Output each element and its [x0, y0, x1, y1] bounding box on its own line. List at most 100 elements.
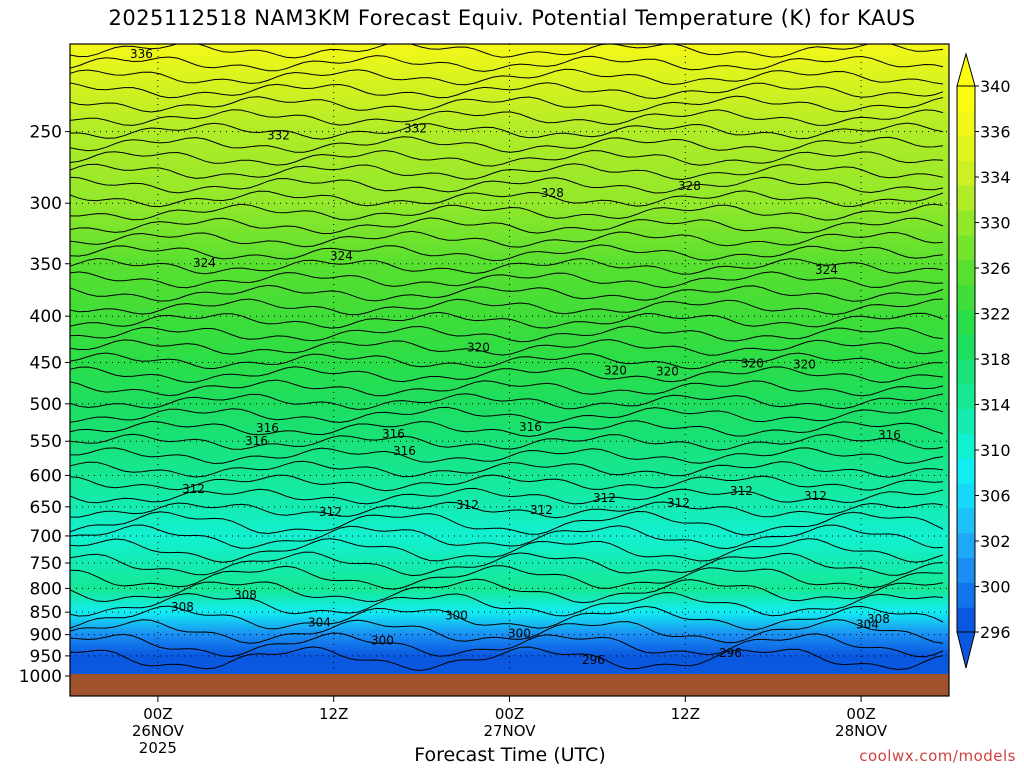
contour-line: [70, 352, 944, 370]
contour-line: [70, 393, 944, 411]
colorbar-bin: [957, 458, 975, 484]
colorbar-bin: [957, 135, 975, 161]
contour-label: 308: [234, 588, 257, 602]
y-tick-label: 650: [30, 498, 62, 518]
contour-label: 308: [867, 612, 890, 626]
contour-label: 332: [404, 122, 427, 136]
colorbar-bin: [957, 359, 975, 385]
y-tick-label: 350: [30, 255, 62, 275]
contour-line: [70, 44, 944, 59]
contour-line: [70, 406, 944, 424]
grid-lines: [70, 44, 949, 676]
y-tick-label: 800: [30, 579, 62, 599]
y-tick-label: 900: [30, 626, 62, 646]
contour-line: [70, 176, 944, 194]
colorbar-bin: [957, 433, 975, 459]
contour-label: 320: [467, 340, 490, 354]
contour-line: [70, 366, 944, 383]
contour-line: [70, 433, 944, 451]
contour-line: [70, 298, 944, 316]
contour-label: 320: [793, 357, 816, 371]
contour-line: [70, 646, 944, 672]
contour-label: 308: [171, 600, 194, 614]
y-tick-label: 1000: [19, 667, 62, 687]
contour-line: [70, 487, 944, 505]
contour-line: [70, 510, 944, 536]
y-axis: 250 300 350 400 450 500 550 600 650 700 750 800 850 9…: [19, 123, 70, 687]
contour-label: 312: [593, 491, 616, 505]
contour-line: [70, 244, 944, 262]
chart-title: 2025112518 NAM3KM Forecast Equiv. Potent…: [108, 6, 916, 30]
contour-line: [70, 311, 944, 329]
colorbar-tick-label: 318: [980, 350, 1011, 369]
x-tick-label: 26NOV: [132, 722, 185, 740]
contour-line: [70, 551, 944, 577]
contour-label: 316: [878, 428, 901, 442]
colorbar-top-arrow: [956, 52, 976, 87]
contour-label: 312: [530, 503, 553, 517]
y-tick-label: 250: [30, 123, 62, 143]
contour-line: [70, 109, 944, 126]
contour-line: [70, 325, 944, 343]
colorbar-bin: [957, 334, 975, 360]
colorbar-bin: [957, 234, 975, 261]
contour-label: 296: [582, 653, 605, 667]
contour-label: 316: [519, 420, 542, 434]
colorbar-bin: [957, 110, 975, 137]
contour-label: 312: [667, 496, 690, 510]
contour-line: [70, 203, 944, 221]
colorbar-bin: [957, 507, 975, 534]
contour-label: 324: [330, 249, 353, 263]
contour-line: [70, 565, 943, 590]
colorbar-bin: [957, 185, 975, 211]
colorbar-tick-label: 302: [980, 532, 1011, 551]
colorbar-tick-label: 340: [980, 77, 1011, 96]
contour-label: 312: [182, 482, 205, 496]
contour-line: [70, 136, 944, 153]
x-tick-label: 12Z: [671, 705, 700, 723]
contour-label: 312: [319, 505, 342, 519]
colorbar: 296 300 302 306 310 314 318 322 326 330 334 336 340: [956, 52, 1011, 669]
x-tick-label: 00Z: [846, 705, 875, 723]
colorbar-bin: [957, 86, 975, 112]
colorbar-tick-label: 300: [980, 578, 1011, 597]
contour-label: 312: [804, 489, 827, 503]
contour-line: [70, 55, 944, 72]
colorbar-tick-label: 334: [980, 168, 1011, 187]
contour-label: 324: [193, 256, 216, 270]
colorbar-bin: [957, 582, 975, 608]
contour-line: [70, 190, 944, 208]
contour-line: [70, 257, 944, 275]
x-tick-label: 27NOV: [483, 722, 536, 740]
x-tick-label: 00Z: [143, 705, 172, 723]
contour-label: 312: [730, 484, 753, 498]
colorbar-bin: [957, 160, 975, 186]
contour-line: [70, 122, 944, 140]
contour-line: [70, 605, 944, 631]
x-tick-label: 2025: [139, 739, 177, 757]
contour-line: [70, 460, 944, 478]
colorbar-tick-label: 314: [980, 396, 1011, 415]
contour-label: 312: [456, 498, 479, 512]
contour-label: 304: [856, 618, 879, 632]
y-tick-label: 550: [30, 432, 62, 452]
contour-line: [70, 339, 944, 356]
contour-line: [70, 68, 944, 86]
contour-label: 316: [393, 444, 416, 458]
contour-line: [70, 538, 944, 563]
isentrope-contours: [70, 44, 944, 672]
colorbar-bin: [957, 383, 975, 410]
y-tick-label: 950: [30, 647, 62, 667]
contour-line: [70, 618, 944, 644]
contour-label: 328: [678, 179, 701, 193]
y-tick-label: 450: [30, 353, 62, 373]
contour-line: [70, 379, 944, 397]
colorbar-bin: [957, 557, 975, 583]
contour-label: 320: [741, 356, 764, 370]
contour-line: [70, 271, 944, 289]
contour-line: [70, 284, 944, 302]
contour-line: [70, 501, 944, 519]
ground-layer: [70, 674, 949, 696]
y-tick-label: 600: [30, 466, 62, 486]
